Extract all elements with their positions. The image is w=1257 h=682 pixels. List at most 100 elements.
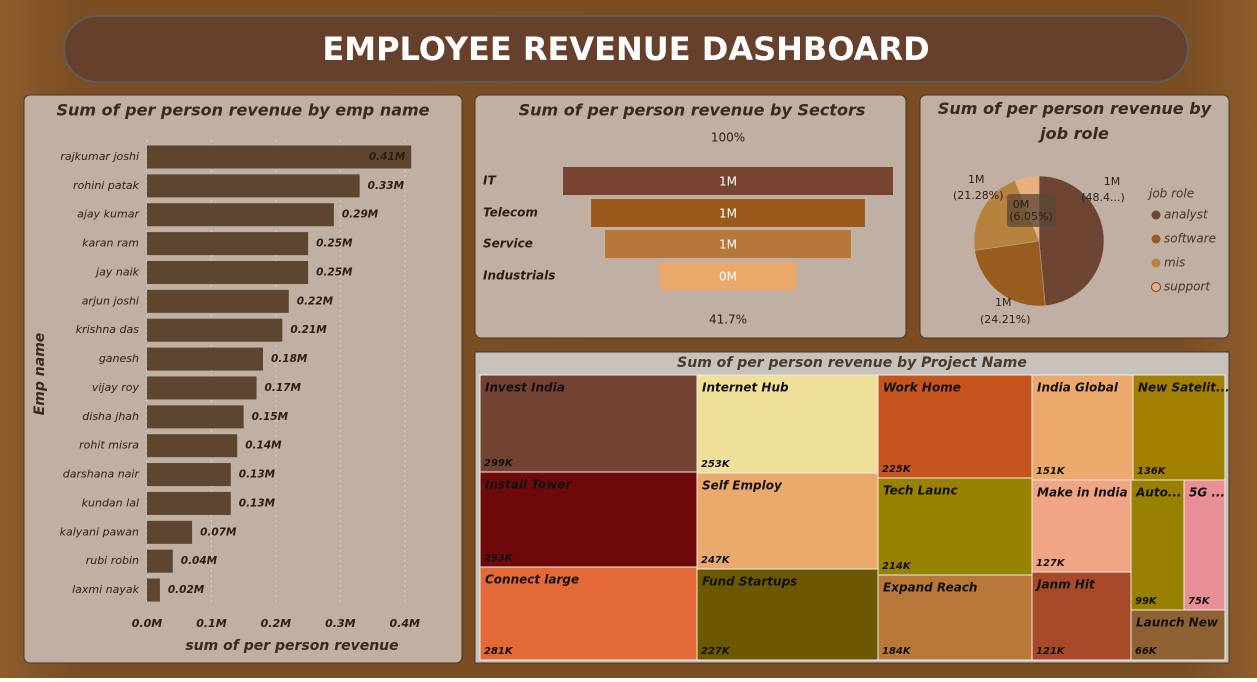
treemap-tile [877, 374, 1033, 479]
bar [147, 318, 283, 342]
percent-label: (21.28%) [953, 189, 1004, 202]
tile-label: Janm Hit [1035, 578, 1096, 592]
bar [147, 203, 334, 227]
treemap-tile [696, 568, 879, 661]
tile-label: Install Tower [485, 478, 572, 492]
funnel-bar [563, 167, 893, 195]
tile-label: Fund Startups [702, 575, 797, 589]
y-tick-label: karan ram [82, 237, 139, 250]
bar [147, 347, 263, 371]
funnel-bar [659, 262, 797, 290]
tile-value: 293K [484, 553, 514, 564]
tile-label: India Global [1037, 381, 1119, 395]
tile-value: 299K [484, 458, 514, 469]
y-tick-label: kalyani pawan [60, 525, 139, 538]
value-label: 1M [719, 207, 737, 221]
percent-label: (6.05%) [1009, 210, 1053, 223]
value-label: 0.15M [252, 411, 289, 423]
value-label: 1M [719, 175, 737, 189]
tile-label: Auto... [1135, 486, 1182, 500]
category-label: Industrials [483, 269, 555, 283]
y-tick-label: kundan lal [82, 496, 139, 509]
value-label: 0.41M [369, 151, 406, 163]
tile-label: Make in India [1037, 486, 1128, 500]
bar [147, 260, 309, 284]
value-label: 0.18M [271, 353, 308, 365]
y-tick-label: rohini patak [73, 179, 140, 192]
category-label: IT [483, 174, 496, 188]
tile-value: 99K [1135, 596, 1158, 607]
value-label: 0.07M [200, 526, 237, 538]
tile-label: Internet Hub [702, 381, 789, 395]
treemap-tile [1031, 374, 1134, 481]
pie-slice [973, 180, 1040, 251]
bar [147, 289, 289, 313]
value-label: 0.13M [239, 497, 276, 509]
tile-value: 253K [701, 459, 731, 470]
chart-title: Sum of per person revenue by job role [937, 99, 1212, 143]
value-label: 0.13M [239, 469, 276, 481]
tile-value: 66K [1135, 646, 1158, 657]
bar [147, 578, 160, 602]
value-label: 0.14M [245, 440, 282, 452]
y-tick-label: rajkumar joshi [60, 150, 139, 163]
y-tick-label: vijay roy [92, 381, 140, 394]
legend-swatch [1151, 282, 1161, 292]
legend-swatch [1151, 210, 1161, 220]
y-tick-label: ganesh [99, 352, 139, 365]
treemap-tile [1031, 479, 1132, 573]
value-label: 0.21M [290, 324, 327, 336]
chart-title: Sum of per person revenue by Sectors [519, 101, 866, 120]
funnel-bar [605, 230, 851, 258]
tile-value: 281K [484, 646, 514, 657]
value-label: 1M [968, 173, 985, 186]
treemap-tile [479, 374, 698, 473]
y-tick-label: arjun joshi [82, 294, 139, 307]
legend-label: support [1164, 280, 1211, 294]
tile-label: Work Home [883, 381, 961, 395]
treemap-tile [1130, 479, 1185, 611]
value-label: 0.02M [168, 584, 205, 596]
treemap-tile [877, 574, 1033, 661]
value-label: 1M [1104, 175, 1121, 188]
bar [147, 232, 309, 256]
tile-label: Invest India [485, 381, 565, 395]
bar [147, 376, 257, 400]
y-tick-label: krishna das [76, 323, 140, 336]
category-label: Service [483, 237, 533, 251]
value-label: 1M [995, 296, 1012, 309]
tile-value: 121K [1036, 646, 1066, 657]
tile-value: 247K [701, 555, 731, 566]
percent-label: (48.4...) [1081, 191, 1125, 204]
bar [147, 405, 244, 429]
chart-title: Sum of per person revenue by emp name [56, 101, 429, 120]
annotation: 41.7% [709, 313, 747, 327]
tile-value: 214K [882, 561, 912, 572]
y-tick-label: laxmi nayak [72, 583, 140, 596]
value-label: 0.04M [181, 555, 218, 567]
title-strip [476, 353, 1228, 373]
tile-label: 5G ... [1189, 486, 1225, 500]
value-label: 0M [719, 270, 737, 284]
y-tick-label: ajay kumar [77, 208, 140, 221]
tile-label: Connect large [485, 573, 579, 587]
treemap-tile [479, 471, 698, 568]
chart-title-box: Sum of per person revenue by job role [937, 99, 1212, 143]
tile-value: 75K [1188, 596, 1211, 607]
value-label: 0M [1013, 198, 1030, 211]
treemap-tile [696, 374, 879, 474]
header [63, 15, 1189, 83]
treemap-tile [1130, 609, 1226, 661]
chart-title: Sum of per person revenue by Project Nam… [677, 355, 1027, 371]
legend-label: software [1164, 232, 1216, 246]
legend-swatch [1151, 258, 1161, 268]
tile-label: Tech Launc [883, 484, 958, 498]
y-tick-label: rohit misra [79, 439, 139, 452]
tile-label: Launch New [1136, 616, 1219, 630]
y-tick-label: jay naik [94, 265, 140, 278]
legend-label: mis [1164, 256, 1185, 270]
dashboard-title: EMPLOYEE REVENUE DASHBOARD [322, 30, 929, 68]
value-label: 0.17M [265, 382, 302, 394]
bar [147, 434, 238, 458]
legend-label: analyst [1164, 208, 1209, 222]
